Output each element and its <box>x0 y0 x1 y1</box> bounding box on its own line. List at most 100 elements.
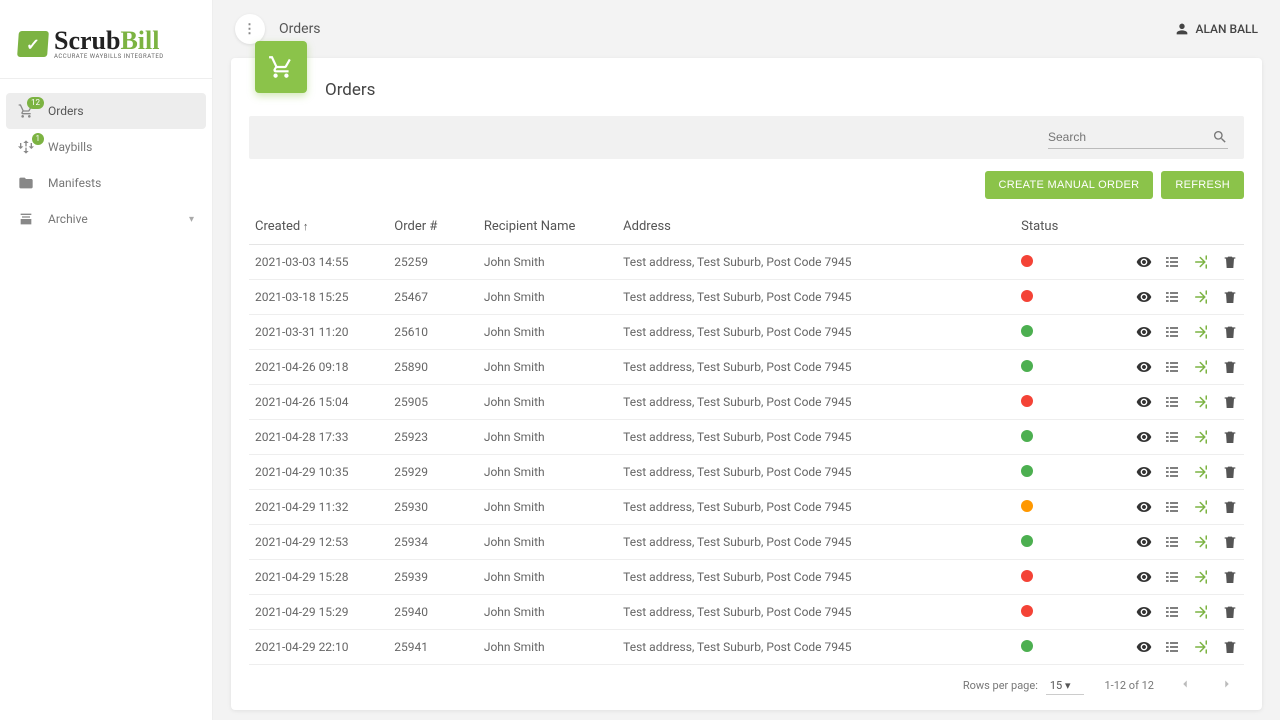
export-icon[interactable] <box>1192 428 1210 446</box>
badge: 12 <box>27 97 44 109</box>
details-icon[interactable] <box>1164 534 1180 550</box>
details-icon[interactable] <box>1164 254 1180 270</box>
create-order-button[interactable]: CREATE MANUAL ORDER <box>985 171 1154 199</box>
view-icon[interactable] <box>1136 464 1152 480</box>
delete-icon[interactable] <box>1222 569 1238 585</box>
cell-created: 2021-04-26 15:04 <box>249 385 388 420</box>
delete-icon[interactable] <box>1222 289 1238 305</box>
cell-created: 2021-04-28 17:33 <box>249 420 388 455</box>
cell-address: Test address, Test Suburb, Post Code 794… <box>617 630 1015 665</box>
delete-icon[interactable] <box>1222 254 1238 270</box>
export-icon[interactable] <box>1192 498 1210 516</box>
cell-status <box>1015 245 1115 280</box>
view-icon[interactable] <box>1136 604 1152 620</box>
nav-icon <box>18 175 36 191</box>
refresh-button[interactable]: REFRESH <box>1161 171 1244 199</box>
cell-address: Test address, Test Suburb, Post Code 794… <box>617 245 1015 280</box>
view-icon[interactable] <box>1136 289 1152 305</box>
details-icon[interactable] <box>1164 394 1180 410</box>
view-icon[interactable] <box>1136 499 1152 515</box>
user-menu[interactable]: ALAN BALL <box>1174 21 1259 37</box>
delete-icon[interactable] <box>1222 604 1238 620</box>
details-icon[interactable] <box>1164 639 1180 655</box>
cell-status <box>1015 455 1115 490</box>
details-icon[interactable] <box>1164 324 1180 340</box>
view-icon[interactable] <box>1136 324 1152 340</box>
table-row: 2021-03-18 15:2525467John SmithTest addr… <box>249 280 1244 315</box>
export-icon[interactable] <box>1192 393 1210 411</box>
table-row: 2021-04-29 15:2925940John SmithTest addr… <box>249 595 1244 630</box>
cell-created: 2021-04-29 15:28 <box>249 560 388 595</box>
export-icon[interactable] <box>1192 638 1210 656</box>
details-icon[interactable] <box>1164 499 1180 515</box>
cell-name: John Smith <box>478 490 617 525</box>
cell-status <box>1015 560 1115 595</box>
more-button[interactable]: ⋮ <box>235 14 265 44</box>
status-dot <box>1021 360 1033 372</box>
details-icon[interactable] <box>1164 429 1180 445</box>
cell-address: Test address, Test Suburb, Post Code 794… <box>617 315 1015 350</box>
delete-icon[interactable] <box>1222 534 1238 550</box>
details-icon[interactable] <box>1164 289 1180 305</box>
export-icon[interactable] <box>1192 463 1210 481</box>
status-dot <box>1021 325 1033 337</box>
table-row: 2021-04-29 22:1025941John SmithTest addr… <box>249 630 1244 665</box>
prev-page-button[interactable] <box>1174 673 1196 698</box>
details-icon[interactable] <box>1164 569 1180 585</box>
table-row: 2021-03-31 11:2025610John SmithTest addr… <box>249 315 1244 350</box>
export-icon[interactable] <box>1192 253 1210 271</box>
status-dot <box>1021 465 1033 477</box>
export-icon[interactable] <box>1192 323 1210 341</box>
cell-order: 25940 <box>388 595 478 630</box>
cell-address: Test address, Test Suburb, Post Code 794… <box>617 420 1015 455</box>
nav-icon <box>18 211 36 227</box>
column-header[interactable]: Order # <box>388 209 478 245</box>
view-icon[interactable] <box>1136 394 1152 410</box>
delete-icon[interactable] <box>1222 464 1238 480</box>
delete-icon[interactable] <box>1222 324 1238 340</box>
delete-icon[interactable] <box>1222 429 1238 445</box>
cell-created: 2021-04-26 09:18 <box>249 350 388 385</box>
cell-address: Test address, Test Suburb, Post Code 794… <box>617 280 1015 315</box>
export-icon[interactable] <box>1192 358 1210 376</box>
delete-icon[interactable] <box>1222 394 1238 410</box>
orders-card: Orders CREATE MANUAL ORDER REFRESH Creat… <box>231 58 1262 710</box>
export-icon[interactable] <box>1192 603 1210 621</box>
column-header[interactable]: Created <box>249 209 388 245</box>
cell-status <box>1015 350 1115 385</box>
column-header[interactable]: Recipient Name <box>478 209 617 245</box>
view-icon[interactable] <box>1136 254 1152 270</box>
view-icon[interactable] <box>1136 359 1152 375</box>
delete-icon[interactable] <box>1222 639 1238 655</box>
delete-icon[interactable] <box>1222 359 1238 375</box>
cell-order: 25923 <box>388 420 478 455</box>
view-icon[interactable] <box>1136 569 1152 585</box>
sidebar-item-waybills[interactable]: 1Waybills <box>0 129 212 165</box>
breadcrumb: Orders <box>279 21 321 37</box>
column-header[interactable]: Status <box>1015 209 1115 245</box>
export-icon[interactable] <box>1192 533 1210 551</box>
cell-name: John Smith <box>478 630 617 665</box>
details-icon[interactable] <box>1164 464 1180 480</box>
details-icon[interactable] <box>1164 359 1180 375</box>
export-icon[interactable] <box>1192 288 1210 306</box>
sidebar-item-orders[interactable]: 12Orders <box>6 93 206 129</box>
cell-name: John Smith <box>478 385 617 420</box>
view-icon[interactable] <box>1136 639 1152 655</box>
export-icon[interactable] <box>1192 568 1210 586</box>
sidebar-item-archive[interactable]: Archive▾ <box>0 201 212 237</box>
next-page-button[interactable] <box>1216 673 1238 698</box>
cell-order: 25467 <box>388 280 478 315</box>
delete-icon[interactable] <box>1222 499 1238 515</box>
view-icon[interactable] <box>1136 429 1152 445</box>
search-input[interactable] <box>1048 126 1212 148</box>
view-icon[interactable] <box>1136 534 1152 550</box>
column-header[interactable]: Address <box>617 209 1015 245</box>
rows-per-page-select[interactable]: 15 ▾ <box>1046 677 1085 695</box>
cell-order: 25890 <box>388 350 478 385</box>
cell-address: Test address, Test Suburb, Post Code 794… <box>617 350 1015 385</box>
cell-name: John Smith <box>478 280 617 315</box>
search-icon[interactable] <box>1212 129 1228 145</box>
sidebar-item-manifests[interactable]: Manifests <box>0 165 212 201</box>
details-icon[interactable] <box>1164 604 1180 620</box>
